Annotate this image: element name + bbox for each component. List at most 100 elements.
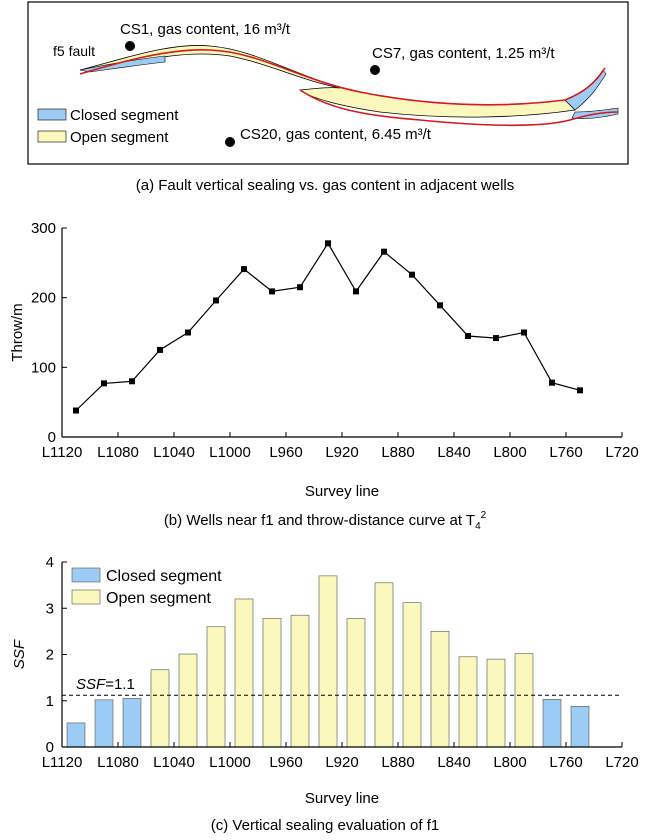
c-x-tick-label: L1040 bbox=[153, 754, 195, 771]
b-x-tick-label: L800 bbox=[493, 444, 526, 461]
legend-a-open-label: Open segment bbox=[70, 129, 169, 146]
c-legend-closed-swatch bbox=[71, 567, 101, 583]
c-bar-open bbox=[234, 598, 254, 748]
b-x-tick-label: L1080 bbox=[97, 444, 139, 461]
well-cs20-label: CS20, gas content, 6.45 m³/t bbox=[240, 126, 432, 143]
b-data-point bbox=[213, 297, 219, 304]
c-x-tick-label: L1000 bbox=[209, 754, 251, 771]
b-data-point bbox=[269, 288, 275, 295]
b-data-point bbox=[549, 379, 555, 386]
b-data-point bbox=[493, 335, 499, 342]
c-bar-closed bbox=[570, 705, 590, 748]
b-data-point bbox=[437, 302, 443, 309]
b-data-point bbox=[73, 407, 79, 414]
c-threshold-label: SSF=1.1 bbox=[76, 676, 135, 693]
c-x-tick-label: L1120 bbox=[42, 754, 83, 771]
b-data-point bbox=[465, 332, 471, 339]
c-bar-open bbox=[206, 626, 226, 748]
b-data-point bbox=[381, 248, 387, 255]
b-y-tick-label: 200 bbox=[31, 290, 56, 307]
b-x-tick-label: L1000 bbox=[209, 444, 251, 461]
c-threshold-label-val: =1.1 bbox=[105, 676, 135, 693]
c-bar-open bbox=[262, 618, 282, 748]
c-x-tick-label: L920 bbox=[325, 754, 358, 771]
well-cs20-dot bbox=[225, 137, 235, 147]
b-data-point bbox=[157, 346, 163, 353]
c-bar-open bbox=[346, 618, 366, 748]
c-legend-closed-label: Closed segment bbox=[106, 568, 222, 585]
c-bar-open bbox=[318, 575, 338, 748]
b-data-point bbox=[521, 329, 527, 336]
b-x-tick-label: L1120 bbox=[42, 444, 83, 461]
c-bar-closed bbox=[542, 699, 562, 748]
c-threshold-label-var: SSF bbox=[76, 676, 106, 693]
fault-label: f5 fault bbox=[53, 43, 95, 59]
c-x-tick-label: L840 bbox=[437, 754, 470, 771]
c-bar-open bbox=[486, 658, 506, 748]
caption-c: (c) Vertical sealing evaluation of f1 bbox=[211, 817, 439, 834]
b-x-tick-label: L720 bbox=[605, 444, 638, 461]
c-y-axis-label: SSF bbox=[11, 639, 28, 669]
b-x-tick-label: L920 bbox=[325, 444, 358, 461]
b-y-tick-label: 0 bbox=[48, 429, 56, 446]
legend-a-closed-label: Closed segment bbox=[70, 107, 179, 124]
caption-b-sub: 4 bbox=[475, 521, 481, 532]
c-bar-open bbox=[402, 602, 422, 748]
b-data-point bbox=[353, 288, 359, 295]
c-x-tick-label: L960 bbox=[269, 754, 302, 771]
b-series-line bbox=[75, 242, 581, 411]
c-bar-open bbox=[514, 653, 534, 748]
c-y-tick-label: 0 bbox=[46, 739, 54, 756]
b-data-point bbox=[409, 271, 415, 278]
b-x-tick-label: L760 bbox=[549, 444, 582, 461]
c-x-tick-label: L1080 bbox=[97, 754, 139, 771]
c-bar-closed bbox=[66, 722, 86, 748]
c-bar-open bbox=[178, 653, 198, 748]
legend-a-closed-swatch bbox=[37, 108, 67, 121]
caption-b-sup: 2 bbox=[481, 510, 487, 521]
c-y-tick-label: 4 bbox=[46, 554, 54, 571]
b-x-tick-label: L880 bbox=[381, 444, 414, 461]
b-data-point bbox=[185, 329, 191, 336]
well-cs7-dot bbox=[370, 65, 380, 75]
well-cs1-dot bbox=[125, 41, 135, 51]
b-x-axis-label: Survey line bbox=[305, 483, 379, 500]
c-y-tick-label: 3 bbox=[46, 600, 54, 617]
caption-b: (b) Wells near f1 and throw-distance cur… bbox=[164, 510, 487, 532]
well-cs7-label: CS7, gas content, 1.25 m³/t bbox=[372, 45, 555, 62]
caption-a: (a) Fault vertical sealing vs. gas conte… bbox=[136, 177, 515, 194]
c-x-axis-label: Survey line bbox=[305, 790, 379, 807]
fault-red-trace bbox=[79, 49, 619, 127]
c-legend-open-label: Open segment bbox=[106, 590, 212, 607]
c-bar-open bbox=[374, 582, 394, 748]
b-y-axis-label: Throw/m bbox=[9, 303, 26, 361]
b-data-point bbox=[101, 380, 107, 387]
c-x-tick-label: L760 bbox=[549, 754, 582, 771]
chart-b: 0 100 200 300 L1120 L1080 L1040 L1000 L960 L920 L8… bbox=[9, 220, 639, 500]
b-data-point bbox=[577, 387, 583, 394]
c-bar-open bbox=[430, 631, 450, 748]
c-bar-open bbox=[290, 614, 310, 748]
caption-b-main: (b) Wells near f1 and throw-distance cur… bbox=[164, 512, 475, 529]
b-x-tick-label: L1040 bbox=[153, 444, 195, 461]
c-bar-open bbox=[458, 656, 478, 748]
b-x-tick-label: L840 bbox=[437, 444, 470, 461]
c-bar-open bbox=[150, 669, 170, 748]
b-data-point bbox=[325, 240, 331, 247]
chart-c: 0 1 2 3 4 L1120 L1080 L1040 L1000 L960 L920 L880 L84… bbox=[11, 554, 639, 807]
c-bar-closed bbox=[122, 698, 142, 748]
b-y-tick-label: 100 bbox=[31, 359, 56, 376]
c-x-tick-label: L880 bbox=[381, 754, 414, 771]
c-y-tick-label: 1 bbox=[46, 693, 54, 710]
c-y-tick-label: 2 bbox=[46, 647, 54, 664]
well-cs1-label: CS1, gas content, 16 m³/t bbox=[120, 21, 291, 38]
b-y-tick-label: 300 bbox=[31, 220, 56, 237]
b-data-point bbox=[129, 378, 135, 385]
c-legend-open-swatch bbox=[71, 589, 101, 605]
c-x-tick-label: L720 bbox=[605, 754, 638, 771]
c-x-tick-label: L800 bbox=[493, 754, 526, 771]
b-data-point bbox=[241, 266, 247, 273]
panel-a: CS1, gas content, 16 m³/t f5 fault CS7, … bbox=[27, 1, 629, 165]
c-bar-closed bbox=[94, 699, 114, 748]
